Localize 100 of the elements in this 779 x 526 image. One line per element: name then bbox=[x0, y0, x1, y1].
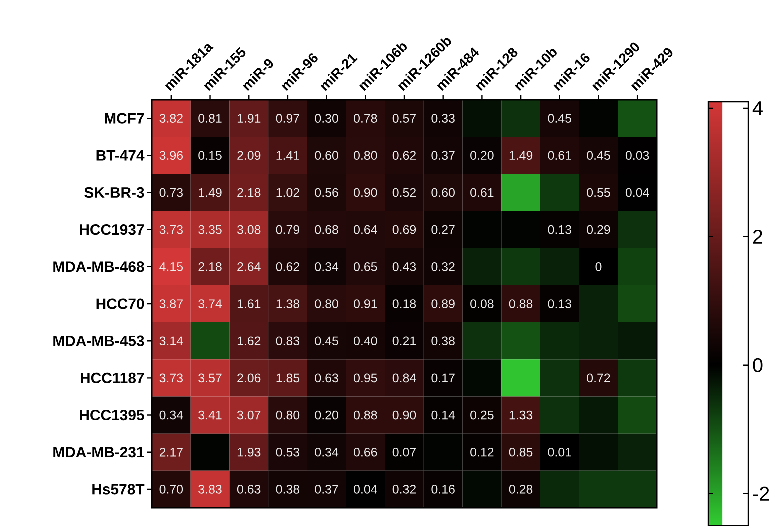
data-label: 0.60 bbox=[315, 151, 338, 160]
data-label: 0.62 bbox=[392, 151, 416, 160]
data-label: 0.25 bbox=[470, 410, 494, 420]
data-label: 1.33 bbox=[510, 410, 533, 420]
data-label: 0.37 bbox=[432, 151, 455, 160]
data-label: 0.21 bbox=[392, 336, 416, 346]
data-label: 0.90 bbox=[392, 410, 416, 420]
data-label: 3.87 bbox=[160, 300, 183, 308]
data-label: 0.80 bbox=[315, 300, 338, 308]
data-label: 0.34 bbox=[315, 262, 339, 272]
data-label: 0.97 bbox=[276, 114, 300, 123]
data-label: 0.27 bbox=[432, 225, 455, 234]
data-label: 0.79 bbox=[276, 225, 300, 234]
data-label: 0.04 bbox=[354, 485, 378, 494]
data-label: 0.78 bbox=[354, 114, 378, 123]
y-tick-label: MDA-MB-453 bbox=[54, 336, 144, 346]
data-label: 0.52 bbox=[392, 188, 416, 198]
data-label: 1.49 bbox=[510, 151, 533, 160]
data-label: 0.16 bbox=[432, 485, 455, 494]
data-label: 3.57 bbox=[198, 374, 222, 383]
data-label: 0.15 bbox=[198, 151, 222, 160]
y-tick-label: HCC1395 bbox=[80, 410, 144, 421]
data-label: 3.83 bbox=[198, 485, 222, 494]
data-label: 0.45 bbox=[548, 114, 572, 123]
data-label: 1.38 bbox=[276, 300, 300, 308]
data-label: 0.70 bbox=[160, 485, 184, 494]
data-label: 0.61 bbox=[548, 151, 572, 160]
data-label: 3.35 bbox=[198, 225, 222, 234]
data-label: 0.64 bbox=[354, 225, 378, 234]
data-label: 0.38 bbox=[432, 336, 455, 346]
data-label: 0.90 bbox=[354, 188, 378, 198]
data-label: 3.08 bbox=[237, 225, 261, 234]
data-label: 1.61 bbox=[238, 300, 261, 308]
data-label: 0.69 bbox=[392, 225, 416, 234]
data-label: 0.29 bbox=[587, 225, 610, 234]
data-label: 0.91 bbox=[354, 300, 378, 308]
y-tick-label: HCC70 bbox=[96, 298, 144, 310]
color-bar-label: 2 bbox=[753, 230, 763, 244]
data-label: 0.80 bbox=[354, 151, 378, 160]
data-label: 0.84 bbox=[392, 374, 416, 383]
data-label: 3.96 bbox=[160, 151, 183, 160]
data-label: 0.20 bbox=[470, 151, 494, 160]
data-label: 3.07 bbox=[237, 410, 261, 420]
data-label: 0.34 bbox=[160, 410, 184, 420]
data-label: 0.88 bbox=[509, 300, 533, 308]
data-label: 0.28 bbox=[509, 485, 533, 494]
data-label: 1.91 bbox=[238, 114, 261, 123]
data-label: 1.62 bbox=[238, 336, 261, 346]
data-label: 0.61 bbox=[470, 188, 494, 198]
data-label: 0.53 bbox=[276, 448, 300, 457]
data-label: 2.18 bbox=[198, 262, 222, 272]
data-label: 3.41 bbox=[198, 410, 222, 420]
data-label: 0.38 bbox=[276, 485, 300, 494]
data-label: 0.30 bbox=[315, 114, 338, 123]
data-label: 0.60 bbox=[432, 188, 455, 198]
data-label: 0.80 bbox=[276, 410, 300, 420]
y-tick-label: HCC1937 bbox=[80, 224, 144, 236]
data-label: 1.93 bbox=[238, 448, 261, 457]
data-label: 2.06 bbox=[238, 374, 261, 383]
data-label: 2.17 bbox=[160, 448, 183, 457]
data-label: 0.66 bbox=[354, 448, 378, 457]
data-label: 0.83 bbox=[276, 336, 300, 346]
y-tick-label: HCC1187 bbox=[81, 372, 144, 384]
data-label: 0.45 bbox=[587, 151, 610, 160]
data-label: 4.15 bbox=[160, 262, 184, 272]
data-label: 3.73 bbox=[160, 374, 183, 383]
data-label: 0.63 bbox=[315, 374, 338, 383]
data-label: 2.18 bbox=[238, 188, 261, 198]
data-label: 0.40 bbox=[354, 336, 378, 346]
data-label: 0.88 bbox=[354, 410, 378, 420]
color-bar-label: -2 bbox=[753, 486, 770, 501]
data-label: 0.81 bbox=[198, 114, 222, 123]
data-label: 2.09 bbox=[238, 151, 261, 160]
data-label: 0.45 bbox=[315, 336, 338, 346]
data-label: 0.57 bbox=[392, 114, 416, 123]
data-label: 0.08 bbox=[470, 300, 494, 308]
y-tick-label: MDA-MB-231 bbox=[54, 447, 144, 458]
y-tick-label: Hs578T bbox=[92, 484, 145, 495]
data-label: 0.95 bbox=[354, 374, 378, 383]
data-label: 1.41 bbox=[276, 151, 300, 160]
data-label: 0.33 bbox=[432, 114, 455, 123]
data-label: 0.32 bbox=[392, 485, 416, 494]
data-label: 0.01 bbox=[548, 448, 572, 457]
data-label: 0.07 bbox=[392, 448, 416, 457]
y-tick-label: BT-474 bbox=[96, 150, 145, 161]
data-label: 0.37 bbox=[315, 485, 338, 494]
y-tick-label: MCF7 bbox=[105, 113, 144, 124]
data-label: 0.72 bbox=[587, 374, 610, 383]
data-label: 0.89 bbox=[432, 300, 455, 308]
data-label: 0.13 bbox=[548, 300, 572, 308]
data-label: 0.03 bbox=[626, 151, 650, 160]
data-label: 2.64 bbox=[238, 262, 261, 272]
data-label: 0.04 bbox=[626, 188, 650, 198]
y-tick-label: SK-BR-3 bbox=[84, 187, 144, 198]
data-label: 3.73 bbox=[160, 225, 183, 234]
data-label: 0.17 bbox=[432, 374, 455, 383]
data-label: 0.32 bbox=[432, 262, 455, 272]
data-label: 0.65 bbox=[354, 262, 378, 272]
data-label: 0.34 bbox=[315, 448, 339, 457]
data-label: 0.20 bbox=[315, 410, 338, 420]
